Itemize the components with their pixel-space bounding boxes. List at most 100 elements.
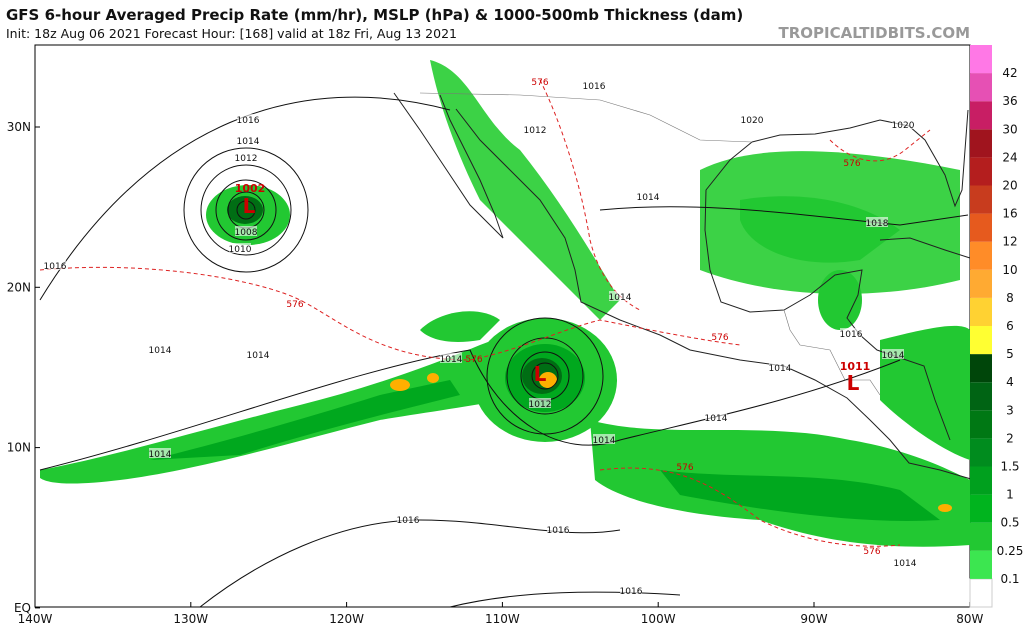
colorbar-label: 2: [1006, 431, 1014, 445]
colorbar-label: 5: [1006, 347, 1014, 361]
subtitle: Init: 18z Aug 06 2021 Forecast Hour: [16…: [6, 26, 457, 41]
contour-label: 1014: [149, 346, 172, 356]
colorbar-band: [970, 101, 992, 130]
colorbar-band: [970, 550, 992, 579]
contour-label-bg: [529, 398, 551, 408]
thickness-label: 576: [843, 159, 860, 169]
contour-label: 1010: [229, 245, 252, 255]
colorbar-band: [970, 269, 992, 298]
colorbar-label: 8: [1006, 291, 1014, 305]
contour-label: 1014: [237, 137, 260, 147]
lon-label: 110W: [485, 612, 520, 626]
colorbar-band: [970, 241, 992, 270]
lon-label: 130W: [173, 612, 208, 626]
contour-label-bg: [237, 114, 259, 124]
thickness-label: 576: [286, 300, 303, 310]
colorbar-label: 0.1: [1000, 572, 1019, 586]
lat-label: 10N: [7, 441, 31, 455]
contour-label: 1020: [741, 116, 764, 126]
colorbar-label: 20: [1002, 179, 1017, 193]
contour-label: 1014: [769, 364, 792, 374]
contour-label-bg: [894, 557, 916, 567]
precip: [40, 60, 970, 547]
colorbar-label: 30: [1002, 122, 1017, 136]
colorbar-label: 16: [1002, 207, 1017, 221]
contour-label: 1016: [547, 526, 570, 536]
thickness-label: 576: [531, 78, 548, 88]
colorbar-label: 36: [1002, 94, 1017, 108]
contour-label: 1014: [609, 293, 632, 303]
contour-label-bg: [609, 291, 631, 301]
contour-label: 1014: [593, 436, 616, 446]
colorbar-band: [970, 129, 992, 158]
colorbar-label: 1: [1006, 488, 1014, 502]
colorbar-band: [969, 578, 993, 608]
colorbar-label: 6: [1006, 319, 1014, 333]
colorbar-label: 0.25: [997, 544, 1024, 558]
contour-label: 1016: [237, 116, 260, 126]
contour-label-bg: [769, 362, 791, 372]
colorbar-label: 24: [1002, 150, 1017, 164]
low-symbol: L: [243, 194, 256, 218]
colorbar-band: [970, 494, 992, 523]
colorbar-band: [970, 213, 992, 242]
lon-label: 100W: [641, 612, 676, 626]
contour-label-bg: [440, 353, 462, 363]
contour-label: 1014: [705, 414, 728, 424]
contour-label: 1016: [397, 516, 420, 526]
colorbar-label: 3: [1006, 403, 1014, 417]
colorbar-band: [970, 297, 992, 326]
colorbar-band: [970, 438, 992, 467]
contour-label-bg: [229, 243, 251, 253]
colorbar-label: 10: [1002, 263, 1017, 277]
contour-label: 1008: [235, 228, 258, 238]
thickness-label: 576: [863, 547, 880, 557]
contour-label: 1014: [247, 351, 270, 361]
contour-label-bg: [149, 448, 171, 458]
contour-label: 1016: [44, 262, 67, 272]
contour-label-bg: [882, 349, 904, 359]
colorbar-label: 0.5: [1000, 516, 1019, 530]
colorbar-band: [970, 45, 992, 74]
colorbar-band: [970, 326, 992, 355]
contour-label: 1014: [149, 450, 172, 460]
contour-label-bg: [524, 124, 546, 134]
colorbar-band: [970, 354, 992, 383]
colorbar-band: [970, 382, 992, 411]
colorbar-band: [970, 522, 992, 551]
contour-label-bg: [866, 217, 888, 227]
site: TROPICALTIDBITS.COM: [779, 24, 971, 42]
contour-label: 1012: [235, 154, 258, 164]
title: GFS 6-hour Averaged Precip Rate (mm/hr),…: [6, 6, 743, 24]
lon-label: 120W: [329, 612, 364, 626]
contour-label-bg: [620, 585, 642, 595]
colorbar-label: 42: [1002, 66, 1017, 80]
contour-label: 1016: [620, 587, 643, 597]
colorbar-band: [970, 73, 992, 102]
lat-label: 20N: [7, 280, 31, 294]
low-symbol: L: [847, 371, 860, 395]
lon-label: 80W: [956, 612, 983, 626]
contour-label-bg: [892, 119, 914, 129]
lat-label: EQ: [14, 601, 31, 615]
contour-label-bg: [840, 328, 862, 338]
contour-label-bg: [547, 524, 569, 534]
colorbar-band: [970, 157, 992, 186]
thickness-label: 576: [711, 333, 728, 343]
contour-label-bg: [235, 152, 257, 162]
contour-label: 1014: [440, 355, 463, 365]
contour-label-bg: [149, 344, 171, 354]
contour-label-bg: [397, 514, 419, 524]
colorbar-label: 4: [1006, 375, 1014, 389]
lon-label: 140W: [18, 612, 53, 626]
lon-label: 90W: [800, 612, 827, 626]
contour-label-bg: [705, 412, 727, 422]
colorbar-band: [970, 410, 992, 439]
contour-label: 1020: [892, 121, 915, 131]
contour-label: 1014: [637, 193, 660, 203]
contour-label-bg: [235, 226, 257, 236]
thickness-label: 576: [465, 355, 482, 365]
colorbar-band: [970, 185, 992, 214]
